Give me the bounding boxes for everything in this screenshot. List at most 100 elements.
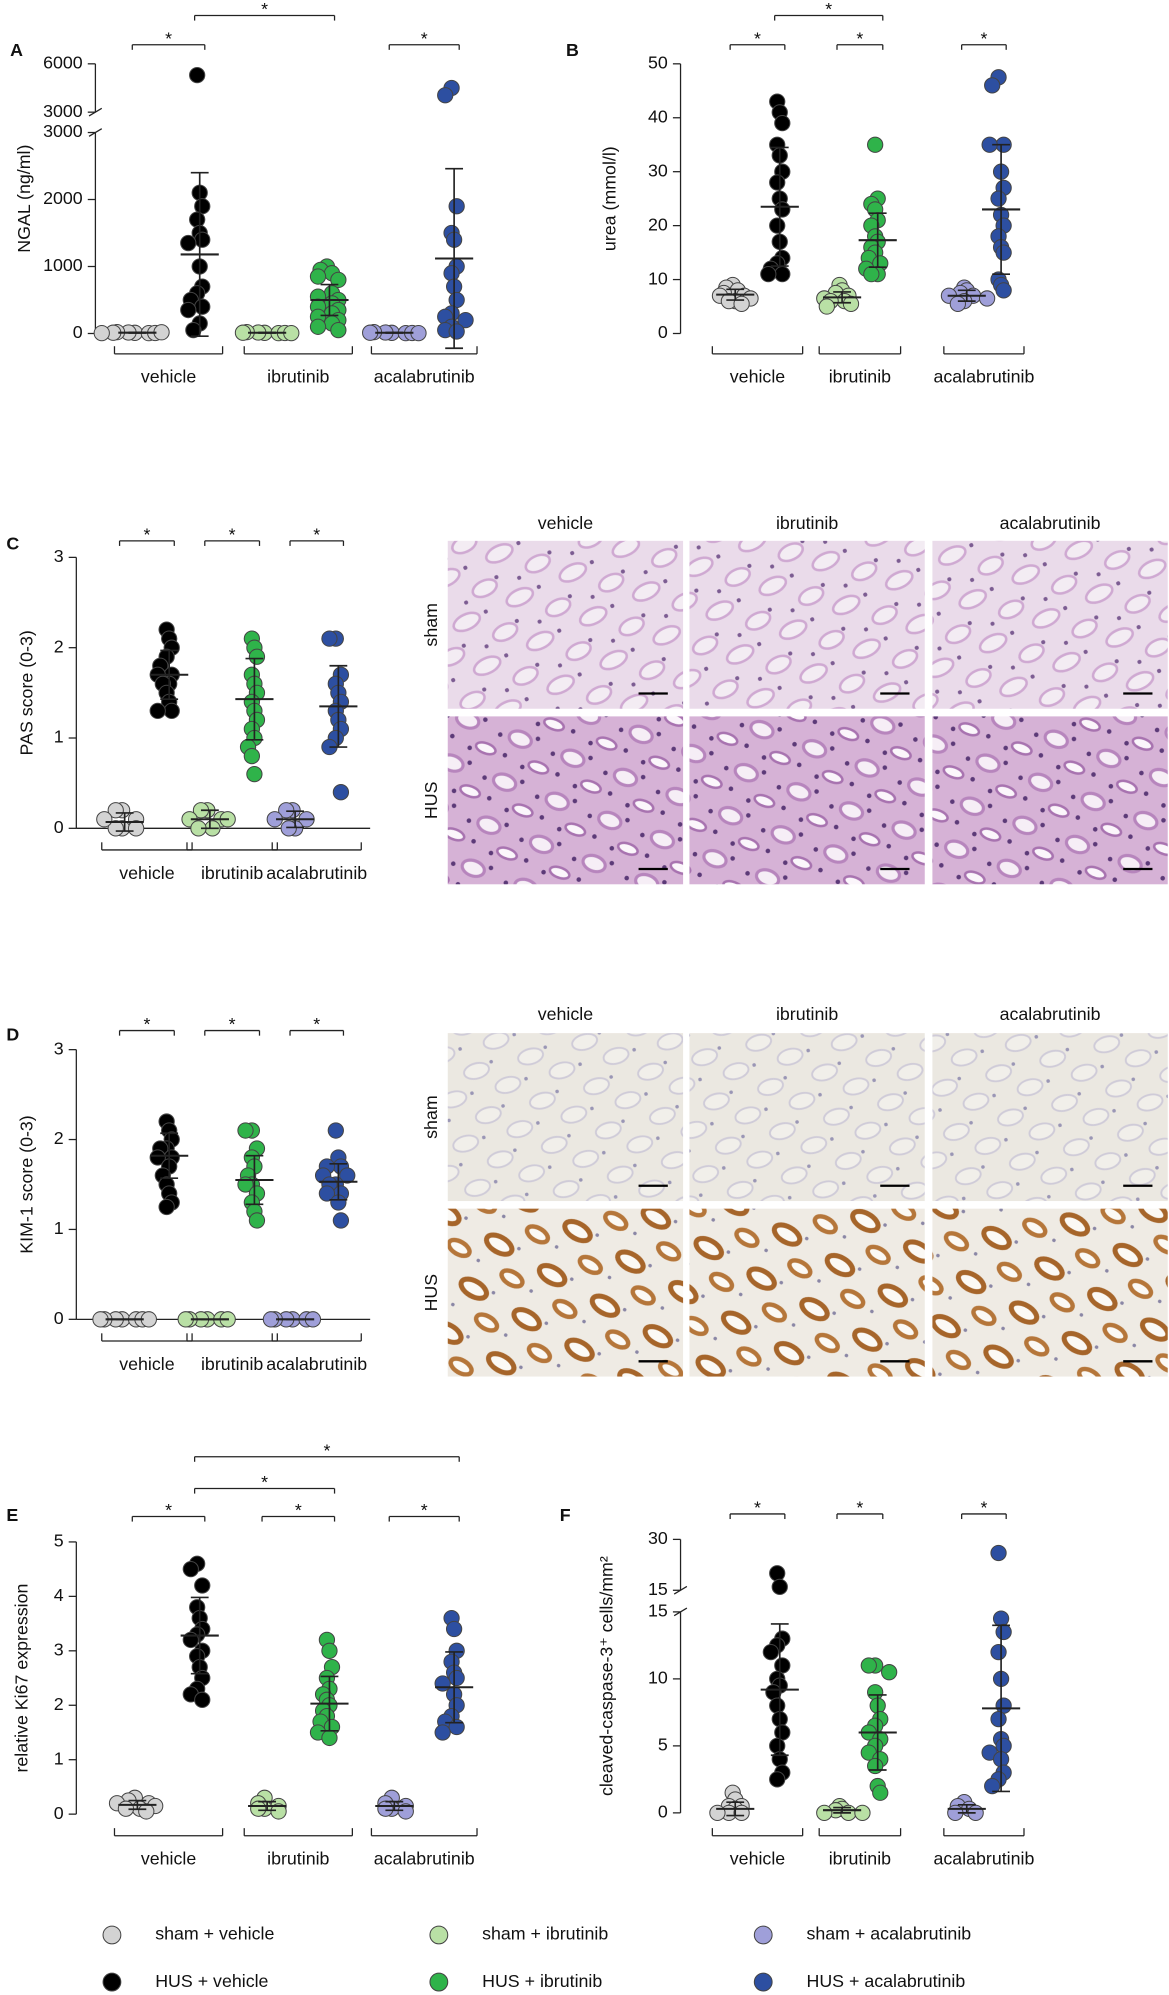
legend-label: sham + vehicle (155, 1924, 274, 1944)
data-point (842, 295, 860, 312)
data-point (237, 1122, 254, 1139)
data-point (863, 266, 880, 283)
column-label: vehicle (538, 513, 594, 533)
data-point (457, 311, 474, 329)
y-tick-label: 1000 (43, 255, 83, 275)
data-point (330, 271, 347, 289)
data-point (243, 747, 261, 765)
data-point (990, 1544, 1007, 1562)
data-point (321, 1642, 338, 1659)
legend-label: sham + ibrutinib (482, 1924, 608, 1944)
micrograph (689, 716, 925, 885)
data-point (872, 1784, 889, 1801)
row-label: sham (421, 603, 441, 647)
micrograph (689, 1033, 925, 1202)
significance-label: * (980, 1498, 987, 1518)
micrograph (447, 540, 684, 709)
y-tick-label: 5 (54, 1531, 64, 1551)
y-axis-label: NGAL (ng/ml) (14, 145, 34, 253)
x-category-label: vehicle (730, 367, 786, 387)
x-category-label: ibrutinib (267, 367, 329, 387)
y-tick-label: 2 (54, 1694, 64, 1714)
y-tick-label: 6000 (43, 53, 83, 73)
data-point (771, 1578, 788, 1596)
legend-label: HUS + acalabrutinib (806, 1971, 965, 1991)
significance-label: * (295, 1500, 302, 1520)
significance-label: * (143, 1014, 150, 1034)
column-label: ibrutinib (776, 1004, 838, 1024)
significance-label: * (856, 28, 863, 48)
significance-label: * (165, 28, 172, 48)
significance-label: * (421, 28, 428, 48)
legend-marker (102, 1925, 122, 1945)
column-label: vehicle (538, 1004, 594, 1024)
y-tick-label: 20 (648, 214, 668, 234)
x-category-label: acalabrutinib (266, 1354, 367, 1374)
legend-marker (102, 1972, 122, 1992)
micrograph (932, 1208, 1168, 1377)
x-category-label: ibrutinib (829, 367, 891, 387)
data-point (377, 1800, 394, 1817)
row-label: sham (421, 1095, 441, 1139)
panel-label: C (6, 533, 19, 553)
data-point (309, 268, 327, 285)
y-tick-label: 1 (54, 1218, 64, 1238)
significance-label: * (229, 524, 236, 544)
y-axis-label: cleaved-caspase-3⁺ cells/mm² (597, 1556, 617, 1796)
data-point (774, 115, 791, 132)
data-point (250, 1800, 267, 1817)
data-point (180, 301, 197, 319)
significance-label: * (856, 1498, 863, 1518)
y-tick-label: 3000 (43, 121, 83, 141)
micrograph (447, 1033, 684, 1202)
x-category-label: ibrutinib (267, 1849, 329, 1869)
y-tick-label: 3 (54, 1038, 64, 1058)
data-point (180, 234, 197, 252)
data-point (733, 295, 750, 312)
y-tick-label: 3 (54, 546, 64, 566)
data-point (949, 295, 966, 312)
data-point (158, 1198, 175, 1216)
y-tick-label: 15 (648, 1601, 668, 1621)
x-category-label: vehicle (119, 1354, 175, 1374)
data-point (995, 1623, 1012, 1641)
legend-marker (429, 1925, 449, 1945)
data-point (769, 174, 786, 191)
data-point (107, 802, 124, 819)
y-tick-label: 2 (54, 1128, 64, 1148)
data-point (984, 77, 1001, 94)
data-point (127, 820, 145, 837)
panel-label: D (6, 1024, 19, 1044)
data-point (769, 1771, 786, 1788)
data-point (397, 1803, 414, 1820)
data-point (194, 1577, 211, 1594)
column-label: acalabrutinib (1000, 513, 1101, 533)
data-point (339, 1167, 356, 1184)
data-point (246, 765, 263, 783)
y-tick-label: 3 (54, 1640, 64, 1660)
y-axis-label: relative Ki67 expression (12, 1584, 32, 1773)
y-axis-label: urea (mmol/l) (599, 146, 619, 251)
y-tick-label: 15 (648, 1579, 668, 1599)
y-axis-label: KIM-1 score (0-3) (17, 1115, 37, 1253)
data-point (995, 244, 1012, 261)
data-point (445, 1620, 463, 1638)
data-point (854, 1804, 871, 1822)
data-point (332, 1212, 350, 1229)
micrograph (447, 716, 684, 885)
panel-label: A (10, 40, 23, 60)
micrograph (932, 1033, 1168, 1202)
y-tick-label: 0 (658, 1802, 668, 1822)
y-tick-label: 0 (54, 1803, 64, 1823)
data-point (93, 324, 110, 342)
micrograph (689, 540, 925, 709)
legend-label: HUS + vehicle (155, 1971, 268, 1991)
legend-marker (753, 1925, 773, 1945)
x-category-label: acalabrutinib (266, 863, 367, 883)
data-point (867, 1684, 884, 1701)
significance-label: * (261, 0, 268, 19)
legend-marker (429, 1972, 449, 1992)
data-point (149, 702, 166, 720)
data-point (138, 1803, 155, 1820)
y-tick-label: 2 (54, 636, 64, 656)
